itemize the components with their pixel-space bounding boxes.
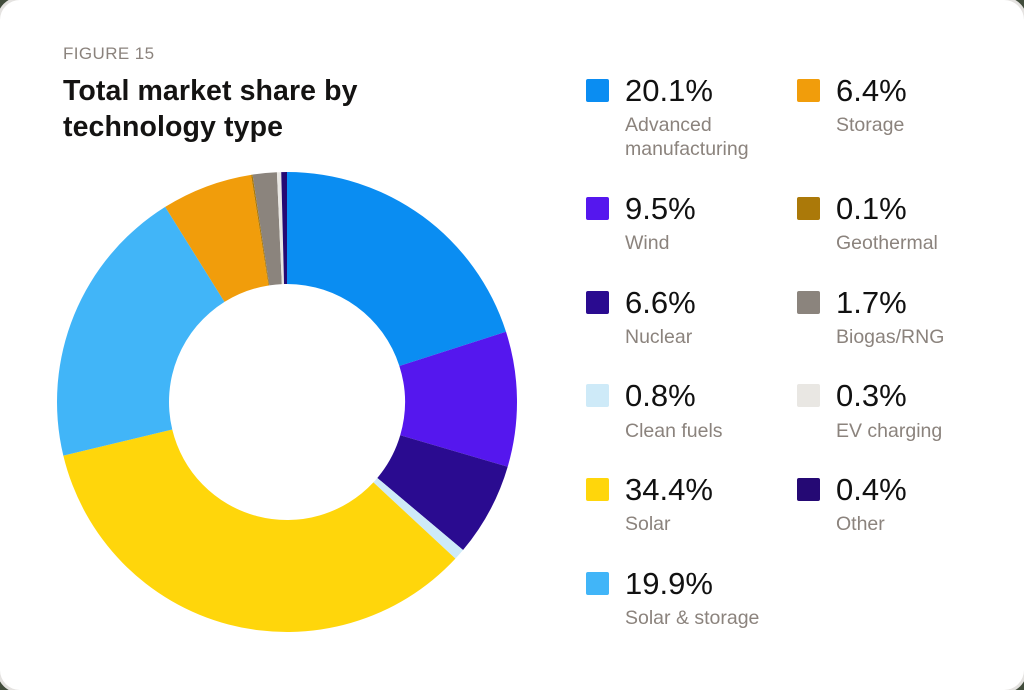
legend-text: 1.7% Biogas/RNG	[836, 284, 945, 350]
legend-text: 6.4% Storage	[836, 73, 907, 138]
legend-label: Clean fuels	[625, 419, 723, 442]
chart-header: FIGURE 15 Total market share by technolo…	[63, 44, 483, 146]
legend-swatch	[797, 478, 820, 502]
legend-swatch	[797, 79, 820, 102]
donut-segment-advanced-manufacturing	[287, 172, 507, 366]
legend-text: 19.9% Solar & storage	[625, 567, 759, 631]
legend-label: Wind	[625, 231, 670, 254]
chart-legend: 20.1% Advanced manufacturing 6.4% Storage 9.…	[586, 73, 997, 631]
legend-swatch	[586, 572, 609, 596]
legend-item-other: 0.4% Other	[797, 473, 997, 537]
donut-segment-nuclear	[377, 435, 508, 551]
chart-title: Total market share by technology type	[63, 75, 358, 143]
figure-label: FIGURE 15	[63, 44, 155, 63]
legend-value: 34.4%	[625, 472, 713, 508]
legend-text: 0.8% Clean fuels	[625, 379, 723, 443]
legend-label: Biogas/RNG	[836, 325, 945, 348]
legend-item-biogas-rng: 1.7% Biogas/RNG	[797, 284, 997, 350]
legend-value: 19.9%	[625, 566, 713, 602]
donut-segment-geothermal	[251, 174, 270, 286]
legend-label: Advanced manufacturing	[625, 114, 749, 160]
donut-segment-storage	[165, 174, 269, 302]
legend-swatch	[586, 79, 609, 102]
legend-value: 9.5%	[625, 190, 696, 226]
legend-item-wind: 9.5% Wind	[586, 190, 797, 256]
legend-item-nuclear: 6.6% Nuclear	[586, 284, 797, 350]
legend-text: 6.6% Nuclear	[625, 284, 696, 350]
legend-label: Solar & storage	[625, 607, 760, 630]
legend-label: Geothermal	[836, 231, 938, 254]
legend-text: 0.3% EV charging	[836, 379, 942, 443]
donut-segment-clean-fuels	[373, 477, 464, 559]
legend-item-solar: 34.4% Solar	[586, 473, 797, 537]
legend-swatch	[797, 196, 820, 220]
donut-segment-other	[281, 171, 287, 285]
legend-value: 0.3%	[836, 378, 907, 414]
legend-value: 20.1%	[625, 73, 713, 108]
legend-item-advanced-manufacturing: 20.1% Advanced manufacturing	[586, 73, 797, 162]
legend-value: 0.1%	[836, 190, 907, 226]
donut-segment-wind	[399, 331, 518, 467]
legend-value: 0.4%	[836, 472, 907, 508]
legend-text: 0.1% Geothermal	[836, 190, 938, 256]
legend-label: Storage	[836, 114, 905, 137]
donut-svg	[57, 171, 518, 633]
legend-value: 6.6%	[625, 284, 696, 320]
legend-item-solar-storage: 19.9% Solar & storage	[586, 567, 797, 631]
legend-label: Nuclear	[625, 325, 693, 348]
legend-value: 0.8%	[625, 378, 696, 414]
legend-value: 6.4%	[836, 73, 907, 108]
legend-text: 20.1% Advanced manufacturing	[625, 73, 775, 162]
donut-chart	[56, 171, 518, 633]
legend-text: 34.4% Solar	[625, 473, 713, 537]
legend-item-geothermal: 0.1% Geothermal	[797, 190, 997, 256]
legend-label: Solar	[625, 513, 671, 536]
legend-swatch	[586, 384, 609, 408]
legend-swatch	[586, 478, 609, 502]
legend-value: 1.7%	[836, 284, 907, 320]
donut-segment-solar-storage	[57, 206, 225, 456]
legend-swatch	[797, 290, 820, 314]
legend-text: 9.5% Wind	[625, 190, 696, 256]
legend-item-clean-fuels: 0.8% Clean fuels	[586, 379, 797, 443]
donut-segment-ev-charging	[276, 172, 285, 285]
legend-item-storage: 6.4% Storage	[797, 73, 997, 162]
donut-segment-solar	[63, 429, 456, 633]
legend-swatch	[586, 196, 609, 220]
legend-label: EV charging	[836, 419, 943, 442]
legend-item-ev-charging: 0.3% EV charging	[797, 379, 997, 443]
legend-label: Other	[836, 513, 885, 536]
legend-swatch	[797, 384, 820, 408]
legend-swatch	[586, 290, 609, 314]
donut-segment-biogas-rng	[252, 172, 282, 286]
legend-text: 0.4% Other	[836, 473, 907, 537]
